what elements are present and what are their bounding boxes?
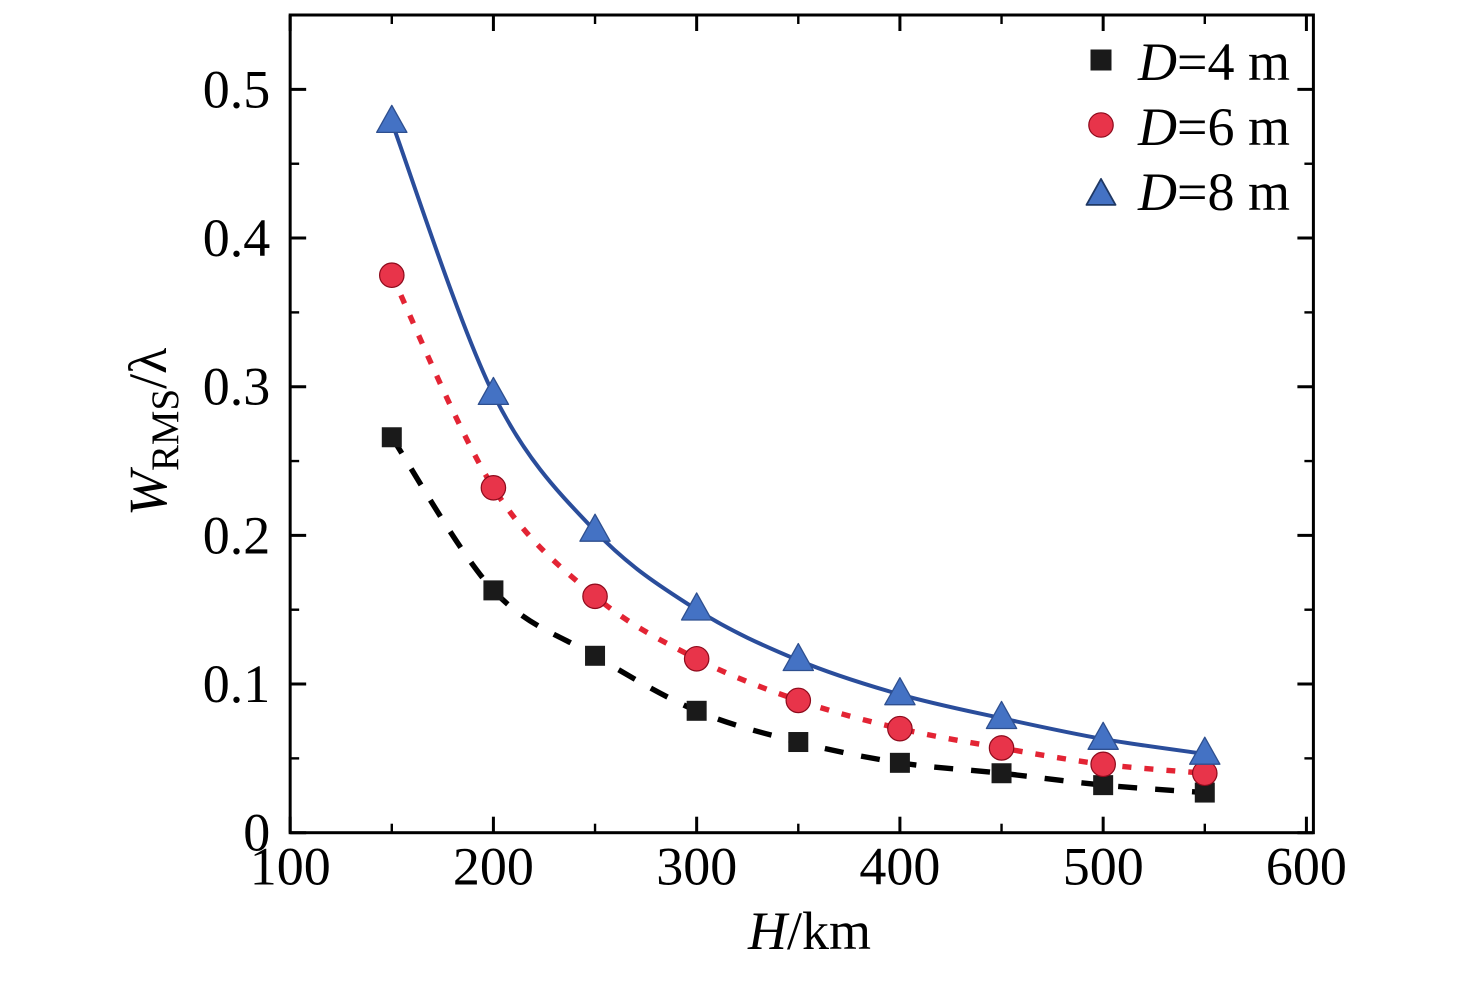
svg-text:0.3: 0.3 [203, 357, 271, 417]
svg-text:400: 400 [859, 837, 940, 897]
svg-text:0.2: 0.2 [203, 505, 271, 565]
svg-text:500: 500 [1063, 837, 1144, 897]
svg-text:0.5: 0.5 [203, 59, 271, 119]
svg-text:300: 300 [656, 837, 737, 897]
svg-text:200: 200 [453, 837, 534, 897]
svg-text:600: 600 [1266, 837, 1347, 897]
svg-text:0: 0 [243, 803, 270, 863]
svg-text:0.4: 0.4 [203, 208, 271, 268]
svg-text:0.1: 0.1 [203, 654, 271, 714]
